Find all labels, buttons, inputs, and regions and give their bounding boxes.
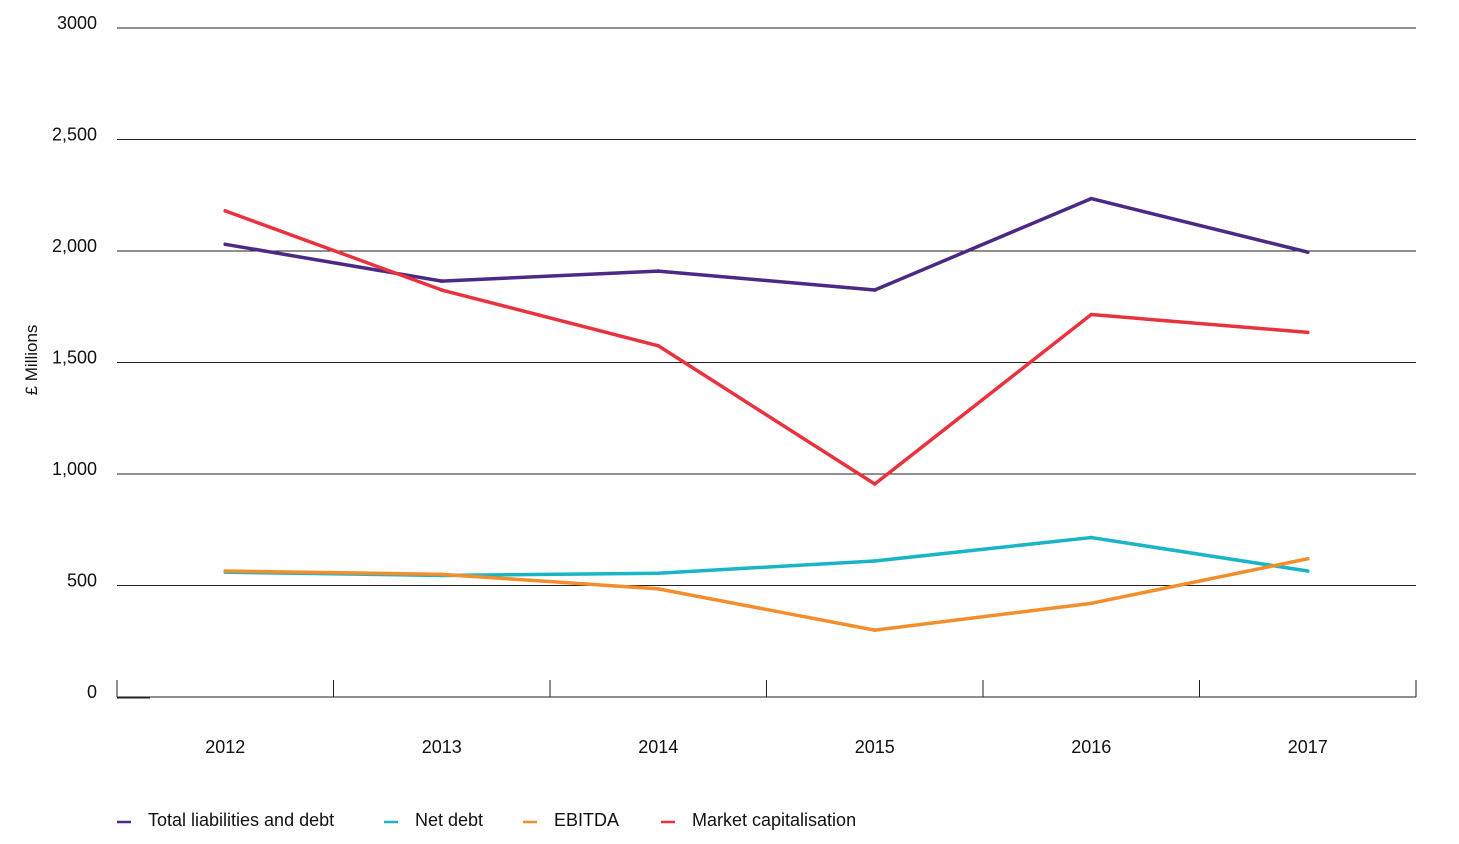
data-point: [872, 559, 877, 563]
data-point: [1305, 250, 1310, 254]
legend-label: Net debt: [415, 810, 483, 830]
data-point: [1089, 535, 1094, 540]
data-point: [1305, 330, 1310, 335]
y-tick-label: 2,500: [52, 125, 97, 145]
data-point: [656, 587, 661, 591]
data-point: [872, 482, 877, 486]
x-tick-label: 2013: [422, 737, 462, 757]
data-point: [223, 242, 228, 247]
data-point: [872, 628, 877, 632]
gridlines: [117, 27, 1416, 586]
y-tick-label: 1,000: [52, 459, 97, 479]
data-point: [1305, 569, 1310, 573]
x-tick-label: 2012: [205, 737, 245, 757]
data-point: [223, 209, 228, 213]
data-point: [1089, 601, 1094, 606]
data-point: [656, 269, 661, 273]
data-point: [1305, 556, 1310, 561]
series-line: [223, 535, 1310, 578]
series-net-debt: [223, 535, 1310, 578]
data-point: [656, 343, 661, 348]
legend-label: Market capitalisation: [692, 810, 856, 830]
data-point: [223, 569, 228, 573]
series-total-liabilities-and-debt: [223, 196, 1310, 292]
legend: Total liabilities and debt Net debt EBITDA…: [117, 810, 856, 830]
x-tick-label: 2017: [1288, 737, 1328, 757]
y-tick-label: 0: [87, 682, 97, 702]
x-tick-label: 2015: [855, 737, 895, 757]
x-tick-label: 2014: [638, 737, 678, 757]
data-point: [1089, 196, 1094, 201]
series-line: [223, 556, 1310, 632]
data-point: [439, 572, 444, 577]
data-point: [439, 288, 444, 292]
axes: £ Millions 0 500 1,000 1,500 2,000 2,500 3000 2…: [22, 13, 1417, 757]
series-line: [223, 196, 1310, 292]
legend-item: Net debt: [384, 810, 483, 830]
legend-item: Market capitalisation: [661, 810, 856, 830]
data-point: [439, 279, 444, 283]
y-tick-label: 2,000: [52, 236, 97, 256]
legend-item: Total liabilities and debt: [117, 810, 334, 830]
series-market-capitalisation: [223, 209, 1310, 486]
data-point: [1089, 312, 1094, 317]
data-point: [872, 288, 877, 292]
y-tick-label: 500: [67, 571, 97, 591]
legend-item: EBITDA: [523, 810, 619, 830]
data-point: [656, 571, 661, 576]
x-tick-label: 2016: [1071, 737, 1111, 757]
legend-label: EBITDA: [554, 810, 619, 830]
series-ebitda: [223, 556, 1310, 632]
series-lines: [223, 196, 1310, 632]
series-line: [223, 209, 1310, 486]
y-axis-title: £ Millions: [22, 325, 41, 396]
legend-label: Total liabilities and debt: [148, 810, 334, 830]
y-tick-label: 3000: [57, 13, 97, 33]
y-tick-label: 1,500: [52, 348, 97, 368]
